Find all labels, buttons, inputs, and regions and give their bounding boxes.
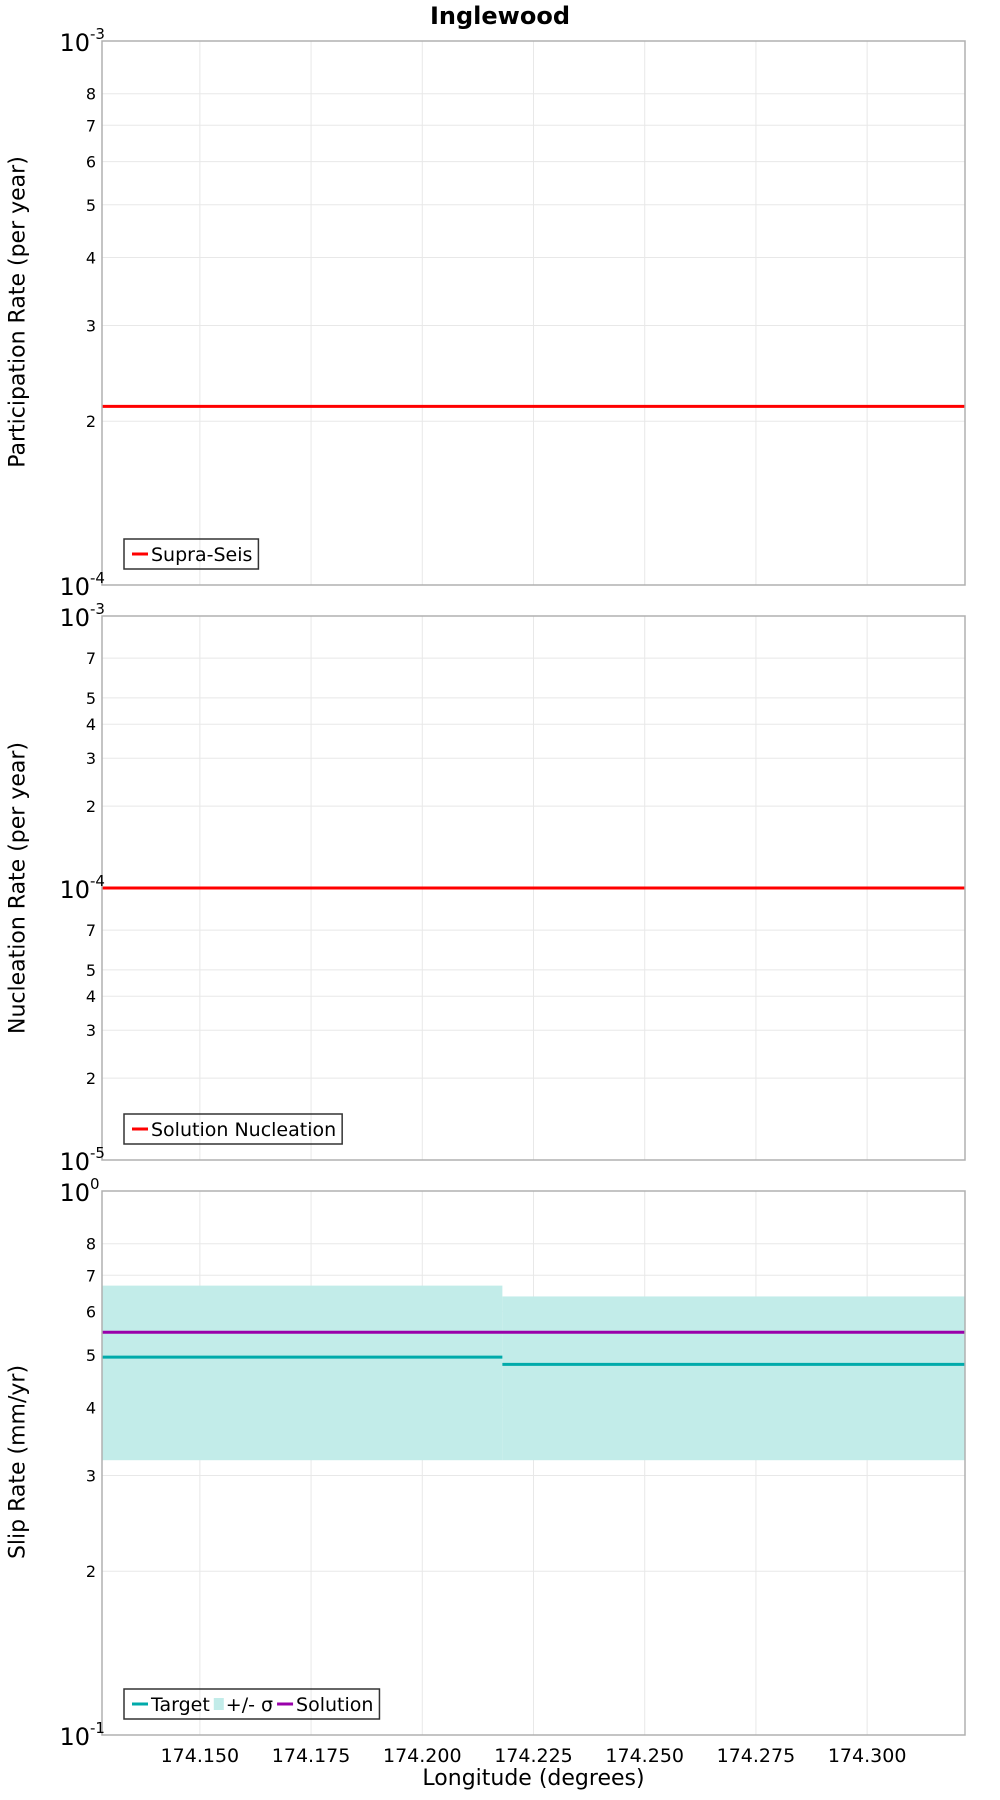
y-tick-label-major: 10 xyxy=(59,1148,90,1176)
y-tick-label-exponent: -5 xyxy=(90,1144,105,1162)
y-tick-label: 6 xyxy=(86,153,96,172)
y-tick-label: 7 xyxy=(86,1266,96,1285)
legend-label: Solution xyxy=(296,1694,373,1716)
y-tick-label: 4 xyxy=(86,248,96,267)
legend-box xyxy=(123,1688,381,1720)
y-axis-label-nucleation: Nucleation Rate (per year) xyxy=(5,742,31,1034)
y-tick-label: 2 xyxy=(86,412,96,431)
y-tick-label: 3 xyxy=(86,749,96,768)
sigma-band xyxy=(102,1285,503,1461)
y-tick-label-exponent: -1 xyxy=(90,1719,105,1737)
y-tick-label-exponent: -4 xyxy=(90,872,105,890)
y-tick-label: 7 xyxy=(86,116,96,135)
y-tick-label: 2 xyxy=(86,1562,96,1581)
legend-swatch-band xyxy=(213,1698,224,1710)
y-tick-label: 4 xyxy=(86,987,96,1006)
y-tick-label: 7 xyxy=(86,649,96,668)
legend-label: Target xyxy=(150,1694,210,1716)
y-tick-label-exponent: -3 xyxy=(90,25,105,43)
x-tick-label: 174.225 xyxy=(494,1745,573,1767)
legend-box xyxy=(123,538,260,570)
y-tick-label: 8 xyxy=(86,1235,96,1254)
y-tick-label: 7 xyxy=(86,921,96,940)
legend-label: +/- σ xyxy=(226,1694,273,1716)
y-tick-label-major: 10 xyxy=(59,876,90,904)
y-tick-label-major: 10 xyxy=(59,1179,90,1207)
y-tick-label-major: 10 xyxy=(59,573,90,601)
y-tick-label: 5 xyxy=(86,961,96,980)
plot-frame xyxy=(101,1190,966,1736)
legend: Solution Nucleation xyxy=(123,1113,343,1145)
x-tick-label: 174.200 xyxy=(383,1745,462,1767)
y-tick-label: 4 xyxy=(86,715,96,734)
legend-box xyxy=(123,1113,343,1145)
y-tick-label-exponent: 0 xyxy=(90,1175,100,1193)
plot-frame xyxy=(101,615,966,1161)
legend-label: Supra-Seis xyxy=(151,544,252,566)
x-tick-label: 174.175 xyxy=(272,1745,351,1767)
y-tick-label-major: 10 xyxy=(59,1723,90,1751)
y-tick-label: 5 xyxy=(86,196,96,215)
y-tick-label: 5 xyxy=(86,1346,96,1365)
y-axis-label-slip-rate: Slip Rate (mm/yr) xyxy=(5,1364,31,1560)
y-tick-label-exponent: -3 xyxy=(90,600,105,618)
x-tick-label: 174.275 xyxy=(717,1745,796,1767)
y-tick-label: 6 xyxy=(86,1303,96,1322)
y-tick-label: 2 xyxy=(86,1069,96,1088)
x-tick-label: 174.250 xyxy=(605,1745,684,1767)
y-tick-label-major: 10 xyxy=(59,604,90,632)
legend: Target +/- σ Solution xyxy=(123,1688,381,1720)
chart-title: Inglewood xyxy=(429,2,571,30)
y-tick-label-major: 10 xyxy=(59,29,90,57)
legend: Supra-Seis xyxy=(123,538,260,570)
x-tick-label: 174.150 xyxy=(161,1745,240,1767)
y-axis-label-participation: Participation Rate (per year) xyxy=(5,156,31,468)
y-tick-label: 3 xyxy=(86,316,96,335)
x-tick-label: 174.300 xyxy=(828,1745,907,1767)
y-tick-label: 3 xyxy=(86,1021,96,1040)
x-axis-label: Longitude (degrees) xyxy=(422,1766,645,1791)
y-tick-label-exponent: -4 xyxy=(90,569,105,587)
y-tick-label: 2 xyxy=(86,797,96,816)
legend-label: Solution Nucleation xyxy=(151,1119,336,1141)
y-tick-label: 4 xyxy=(86,1398,96,1417)
sigma-band xyxy=(502,1296,965,1461)
y-tick-label: 5 xyxy=(86,689,96,708)
y-tick-label: 8 xyxy=(86,85,96,104)
plot-frame xyxy=(101,40,966,586)
y-tick-label: 3 xyxy=(86,1466,96,1485)
